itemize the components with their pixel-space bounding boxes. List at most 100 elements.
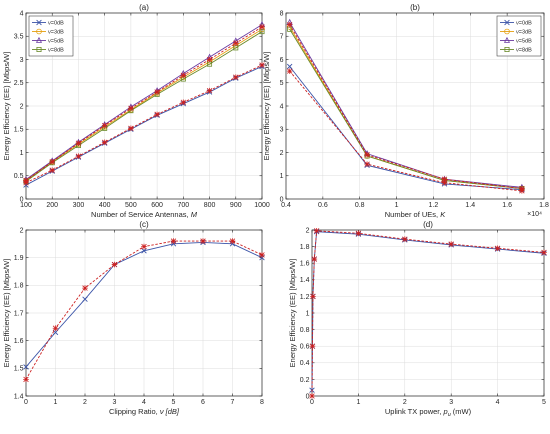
y-tick-label: 2 bbox=[280, 150, 284, 157]
legend-entry: ν=3dB bbox=[516, 30, 532, 36]
legend-marker bbox=[504, 47, 510, 53]
data-point bbox=[111, 261, 118, 268]
x-tick-label: 0.6 bbox=[318, 202, 328, 209]
chart-panel-4: 0 1 2 3 4 5 0 0.2 0.4 0.6 0.8 1 1.2 1.4 1.6 1.8 2 (d) Upli… bbox=[288, 220, 547, 418]
data-point bbox=[49, 159, 56, 165]
data-point bbox=[206, 56, 213, 63]
data-point bbox=[259, 252, 265, 258]
x-axis-label-text: Uplink TX power, bbox=[385, 407, 444, 416]
x-tick-label: 4 bbox=[496, 399, 500, 406]
x-axis-label-symbol: ν [dB] bbox=[160, 407, 180, 416]
y-tick-label: 0.5 bbox=[14, 173, 24, 180]
series-line bbox=[289, 24, 522, 189]
series-1 bbox=[309, 228, 547, 393]
series-6 bbox=[23, 24, 265, 184]
y-tick-label: 1 bbox=[280, 173, 284, 180]
data-point bbox=[232, 40, 239, 47]
x-axis-label-subscript: u bbox=[448, 412, 451, 418]
x-tick-label: 3 bbox=[113, 399, 117, 406]
x-axis-label-symbol: p bbox=[443, 407, 448, 416]
data-point bbox=[101, 122, 108, 129]
data-point bbox=[309, 343, 316, 349]
chart-title: (d) bbox=[423, 220, 433, 229]
x-axis-label: Number of UEs, K bbox=[385, 210, 446, 219]
x-axis-label: Number of Service Antennas, M bbox=[91, 210, 198, 219]
chart-panel-2: 0.4 0.6 0.8 1 1.2 1.4 1.6 1.8 0 1 2 3 4 5 6 7 8 (b) Number… bbox=[262, 3, 549, 219]
x-tick-label: 0 bbox=[310, 399, 314, 406]
y-tick-label: 0 bbox=[306, 393, 310, 400]
x-tick-label: 900 bbox=[230, 202, 242, 209]
legend: ν=0dB ν=3dB ν=5dB ν=8dB bbox=[496, 15, 542, 57]
data-point bbox=[141, 243, 147, 250]
y-axis-label: Energy Efficiency (EE) [Mbps/W] bbox=[262, 52, 271, 161]
data-point bbox=[541, 249, 547, 256]
data-point bbox=[402, 236, 408, 242]
data-point bbox=[232, 74, 239, 80]
y-tick-label: 0 bbox=[20, 196, 24, 203]
y-tick-label: 2.5 bbox=[14, 80, 24, 87]
data-point bbox=[180, 72, 187, 79]
data-point bbox=[128, 105, 134, 112]
x-tick-label: 1.4 bbox=[465, 202, 475, 209]
x-axis-label-text: Number of UEs, bbox=[385, 210, 440, 219]
y-tick-label: 5 bbox=[280, 80, 284, 87]
y-tick-label: 6 bbox=[280, 57, 284, 64]
chart-title: (b) bbox=[410, 3, 420, 12]
data-point bbox=[52, 325, 59, 332]
x-tick-label: 0 bbox=[24, 399, 28, 406]
y-tick-label: 0 bbox=[280, 196, 284, 203]
legend-marker bbox=[36, 47, 42, 53]
legend-marker bbox=[36, 19, 42, 26]
data-point bbox=[441, 179, 448, 186]
legend-entry: ν=0dB bbox=[516, 21, 532, 27]
data-point bbox=[75, 153, 82, 160]
data-point bbox=[441, 176, 448, 183]
y-tick-label: 1.2 bbox=[300, 294, 310, 301]
data-point bbox=[494, 245, 501, 252]
y-tick-label: 1.4 bbox=[14, 393, 24, 400]
chart-title: (c) bbox=[139, 220, 149, 229]
x-tick-label: 1.6 bbox=[502, 202, 512, 209]
data-point bbox=[313, 228, 320, 234]
y-axis-label: Energy Efficiency (EE) [Mbps/W] bbox=[288, 259, 297, 368]
y-tick-label: 0.2 bbox=[300, 377, 310, 384]
y-axis-label: Energy Efficiency (EE) [Mbps/W] bbox=[2, 259, 11, 368]
x-tick-label: 2 bbox=[83, 399, 87, 406]
y-tick-label: 1.9 bbox=[14, 255, 24, 262]
x-tick-label: 1.2 bbox=[429, 202, 439, 209]
data-point bbox=[519, 185, 525, 192]
legend-entry: ν=5dB bbox=[48, 39, 64, 45]
series-line bbox=[311, 230, 545, 397]
y-tick-label: 8 bbox=[280, 10, 284, 17]
legend-marker bbox=[35, 36, 43, 43]
data-point bbox=[101, 139, 108, 146]
x-axis-label-symbol: K bbox=[440, 210, 446, 219]
data-point bbox=[355, 230, 362, 237]
data-point bbox=[82, 285, 88, 291]
x-tick-label: 700 bbox=[177, 202, 189, 209]
y-tick-label: 1.5 bbox=[14, 127, 24, 134]
x-tick-label: 600 bbox=[151, 202, 163, 209]
data-point bbox=[311, 256, 318, 262]
x-tick-label: 300 bbox=[73, 202, 85, 209]
y-tick-label: 0.4 bbox=[300, 360, 310, 367]
x-tick-label: 1 bbox=[356, 399, 360, 406]
legend-marker bbox=[504, 28, 510, 35]
data-point bbox=[309, 393, 315, 399]
data-point bbox=[448, 241, 454, 247]
data-point bbox=[259, 62, 265, 68]
data-point bbox=[141, 248, 147, 254]
series-2 bbox=[23, 238, 265, 383]
x-tick-label: 7 bbox=[231, 399, 235, 406]
data-point bbox=[206, 87, 213, 94]
data-point bbox=[180, 99, 187, 106]
y-tick-label: 7 bbox=[280, 34, 284, 41]
series-line bbox=[25, 31, 263, 182]
x-axis-label-text: Number of Service Antennas, bbox=[91, 210, 191, 219]
x-tick-label: 400 bbox=[99, 202, 111, 209]
data-point bbox=[52, 329, 59, 336]
chart-panel-3: 0 1 2 3 4 5 6 7 8 1.4 1.5 1.6 1.7 1.8 1.9 2 (c) Clipping … bbox=[2, 220, 265, 416]
data-point bbox=[154, 89, 160, 95]
legend: ν=0dB ν=3dB ν=5dB ν=8dB bbox=[28, 15, 74, 57]
